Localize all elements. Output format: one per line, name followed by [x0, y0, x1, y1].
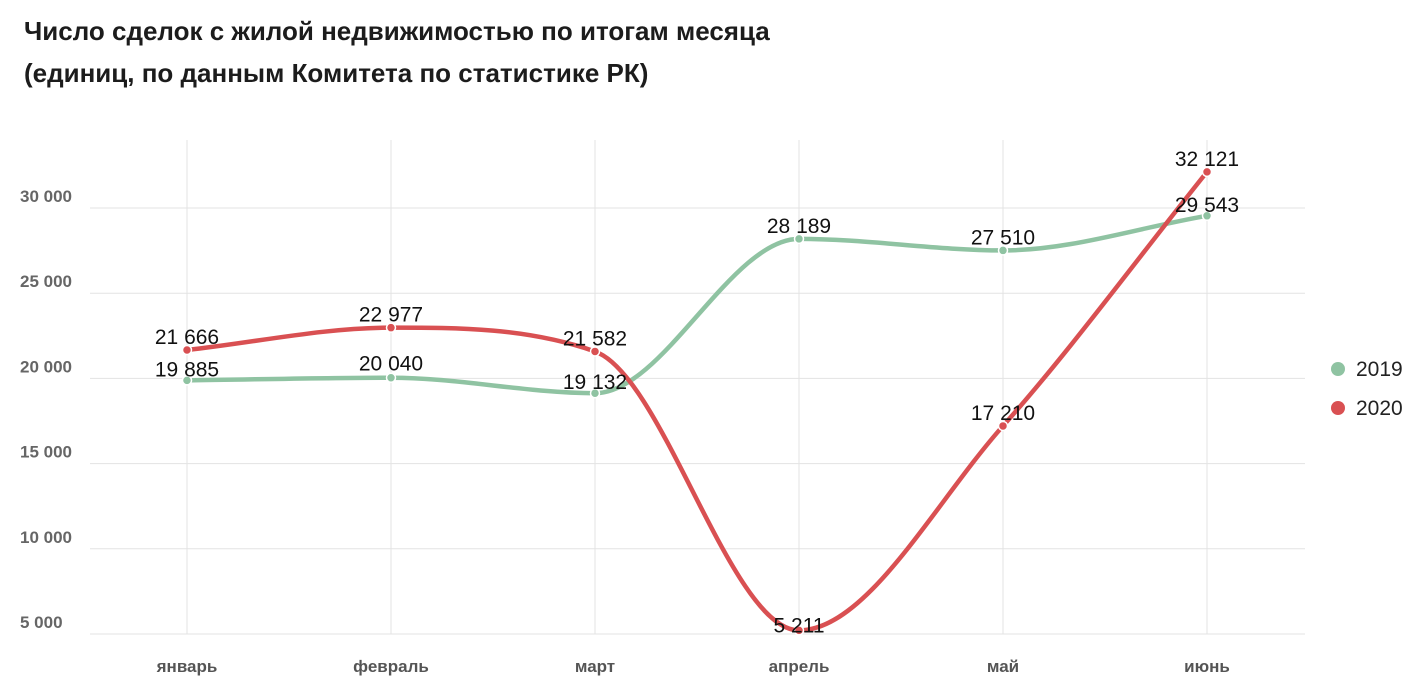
x-tick-label: март — [575, 657, 615, 676]
data-point-2020 — [997, 420, 1009, 432]
data-point-2019 — [589, 387, 601, 399]
chart-title-line-1: Число сделок с жилой недвижимостью по ит… — [24, 16, 770, 46]
data-point-2020 — [181, 344, 193, 356]
data-label-2020: 32 121 — [1175, 148, 1239, 171]
x-axis: январь февраль март апрель май июнь — [156, 657, 1230, 676]
data-label-2020: 22 977 — [359, 304, 423, 327]
data-label-2020: 21 582 — [563, 327, 627, 350]
data-label-2019: 28 189 — [767, 215, 831, 238]
y-tick-label: 10 000 — [20, 528, 72, 547]
y-tick-label: 30 000 — [20, 187, 72, 206]
data-point-2020 — [1201, 166, 1213, 178]
data-label-2019: 29 543 — [1175, 194, 1239, 217]
data-point-2020 — [385, 322, 397, 333]
legend-label-2019: 2019 — [1356, 358, 1403, 381]
x-tick-label: май — [987, 657, 1019, 676]
data-label-2020: 5 211 — [774, 614, 825, 637]
x-tick-label: январь — [156, 657, 218, 676]
data-label-2020: 21 666 — [155, 326, 219, 349]
x-tick-label: февраль — [353, 657, 429, 676]
chart-title-line-2: (единиц, по данным Комитета по статистик… — [24, 58, 649, 88]
x-tick-label: июнь — [1184, 657, 1230, 676]
y-tick-label: 5 000 — [20, 613, 63, 632]
y-axis: 5 000 10 000 15 000 20 000 25 000 30 000 — [20, 187, 72, 632]
x-tick-label: апрель — [769, 657, 830, 676]
legend-marker-2019 — [1331, 362, 1345, 376]
data-label-2019: 19 132 — [563, 371, 627, 394]
series-line-2019 — [184, 213, 1210, 396]
data-point-2020 — [793, 625, 805, 636]
chart-title: Число сделок с жилой недвижимостью по ит… — [24, 10, 1124, 94]
y-tick-label: 15 000 — [20, 443, 72, 462]
y-tick-label: 25 000 — [20, 272, 72, 291]
legend: 2019 2020 — [1331, 358, 1403, 420]
data-label-2019: 19 885 — [155, 358, 219, 381]
data-point-2019 — [181, 375, 193, 386]
grid-lines — [90, 140, 1305, 635]
data-point-2020 — [589, 346, 601, 357]
series-lines — [184, 169, 1210, 633]
data-point-2019 — [1201, 210, 1213, 222]
data-point-2019 — [385, 372, 397, 383]
legend-marker-2020 — [1331, 401, 1345, 415]
legend-label-2020: 2020 — [1356, 397, 1403, 420]
data-label-2020: 17 210 — [971, 402, 1035, 425]
data-label-2019: 20 040 — [359, 353, 423, 376]
data-point-2019 — [793, 233, 805, 245]
data-points — [181, 166, 1213, 636]
y-tick-label: 20 000 — [20, 357, 72, 376]
series-line-2020 — [184, 169, 1210, 633]
data-point-2019 — [997, 245, 1009, 256]
data-labels: 19 885 20 040 19 132 28 189 27 510 29 543 21 6… — [155, 148, 1239, 638]
data-label-2019: 27 510 — [971, 226, 1035, 249]
